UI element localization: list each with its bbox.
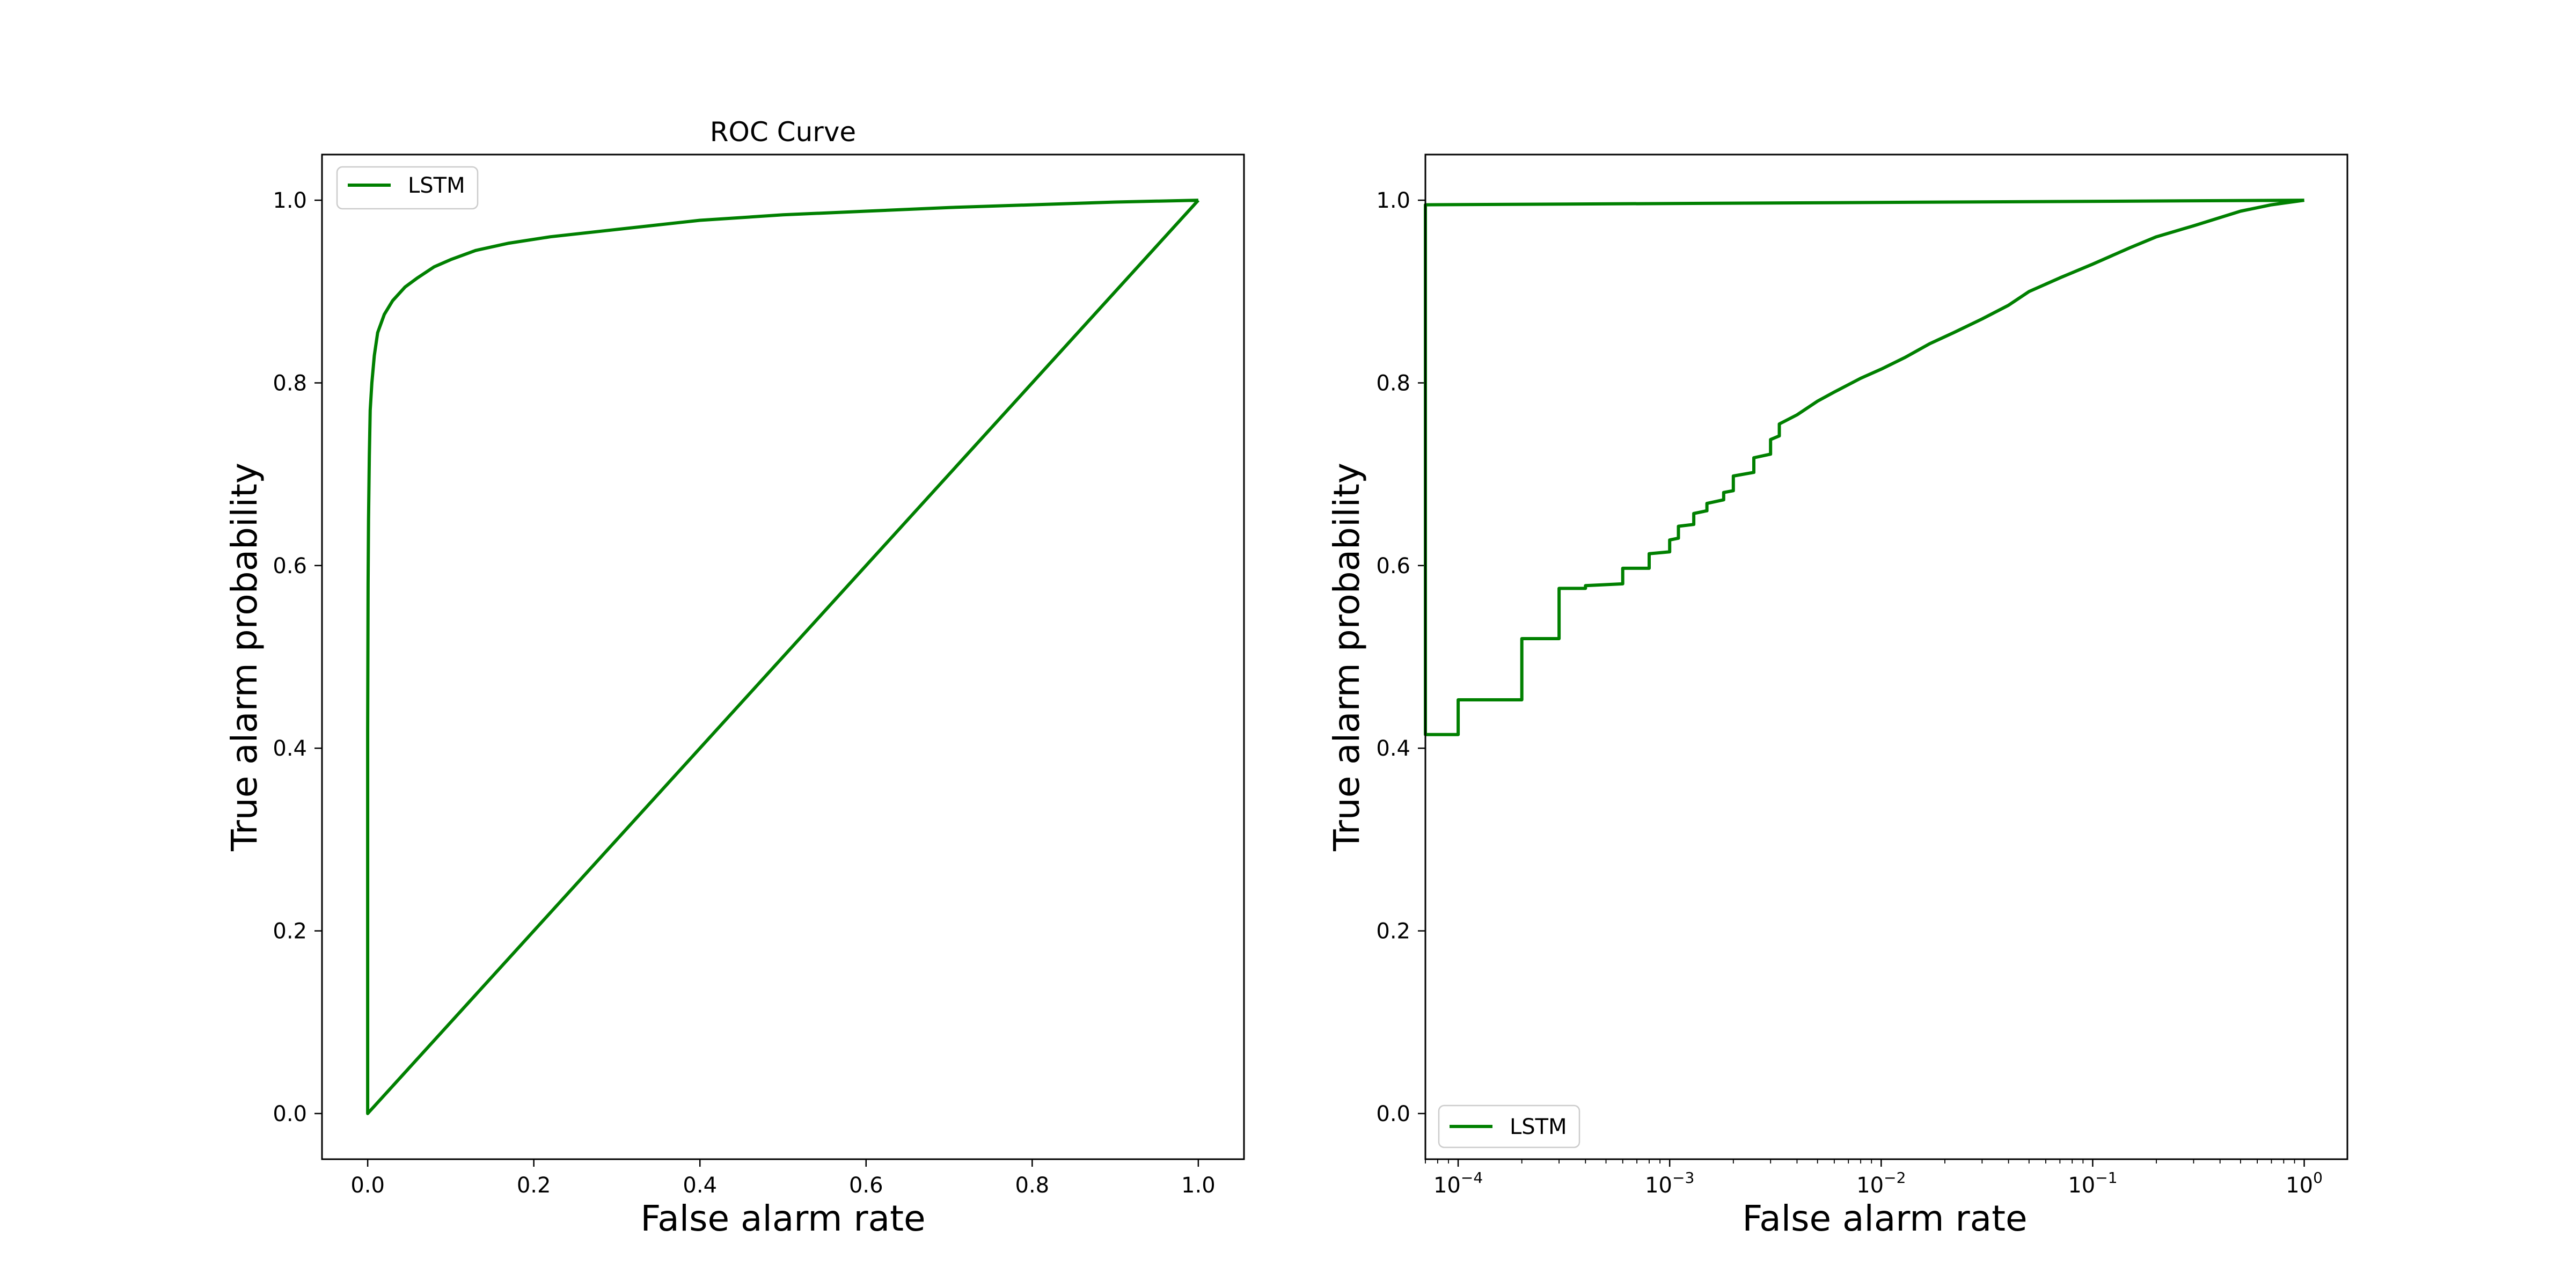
left-lstm-roc-line [366,199,1200,1115]
x-tick-label: 10−4 [1433,1169,1483,1198]
left-y-axis-label: True alarm probability [224,463,265,852]
x-tick-label: 0.4 [683,1173,717,1198]
y-tick-label: 0.4 [1376,736,1410,761]
right-x-axis-label: False alarm rate [1742,1198,2027,1239]
left-plot-area [321,153,1245,1160]
y-tick-label: 0.6 [1376,554,1410,579]
x-tick-label: 10−2 [1856,1169,1906,1198]
left-plot-title: ROC Curve [710,116,856,148]
left-roc-plot: ROC Curve 0.0 0.2 0.4 0.6 0.8 1.0 0.00.20.40.… [224,116,1245,1239]
left-legend: LSTM [336,166,479,210]
x-tick-label: 1.0 [1181,1173,1216,1198]
x-tick-label: 100 [2286,1169,2323,1198]
right-y-axis-label: True alarm probability [1326,463,1367,852]
x-tick-label: 0.6 [849,1173,883,1198]
y-tick-label: 0.4 [273,736,307,761]
x-tick-label: 10−1 [2068,1169,2117,1198]
left-x-axis-label: False alarm rate [640,1198,925,1239]
left-legend-box [336,166,479,210]
x-tick-label: 0.2 [517,1173,551,1198]
right-legend-label: LSTM [1510,1115,1567,1139]
left-legend-label: LSTM [408,173,465,198]
x-tick-label: 10−3 [1645,1169,1694,1198]
y-tick-label: 0.0 [1376,1102,1410,1126]
y-tick-label: 1.0 [1376,188,1410,213]
right-legend-box [1438,1104,1580,1148]
x-tick-label: 0.0 [350,1173,385,1198]
x-tick-label: 0.8 [1015,1173,1050,1198]
y-tick-label: 0.8 [273,371,307,396]
right-x-tick-labels: 10−4 10−3 10−2 10−1 100 [1433,1159,2323,1198]
right-y-tick-labels: 0.0 0.2 0.4 0.6 0.8 1.0 [1376,188,1425,1126]
y-tick-label: 0.6 [273,554,307,579]
y-tick-label: 0.2 [1376,919,1410,944]
right-log-roc-plot: 10−4 10−3 10−2 10−1 100 0.0 0.2 0.4 0.6 0.8 1.0 F… [1326,153,2348,1239]
y-tick-label: 0.2 [273,919,307,944]
right-lstm-roc-line [1424,199,2305,736]
right-plot-area [1424,153,2348,1160]
y-tick-label: 1.0 [273,188,307,213]
right-legend: LSTM [1438,1104,1580,1148]
left-y-tick-labels: 0.0 0.2 0.4 0.6 0.8 1.0 [273,188,322,1126]
y-tick-label: 0.0 [273,1102,307,1126]
y-tick-label: 0.8 [1376,371,1410,396]
left-x-tick-labels: 0.0 0.2 0.4 0.6 0.8 1.0 [350,1159,1216,1198]
